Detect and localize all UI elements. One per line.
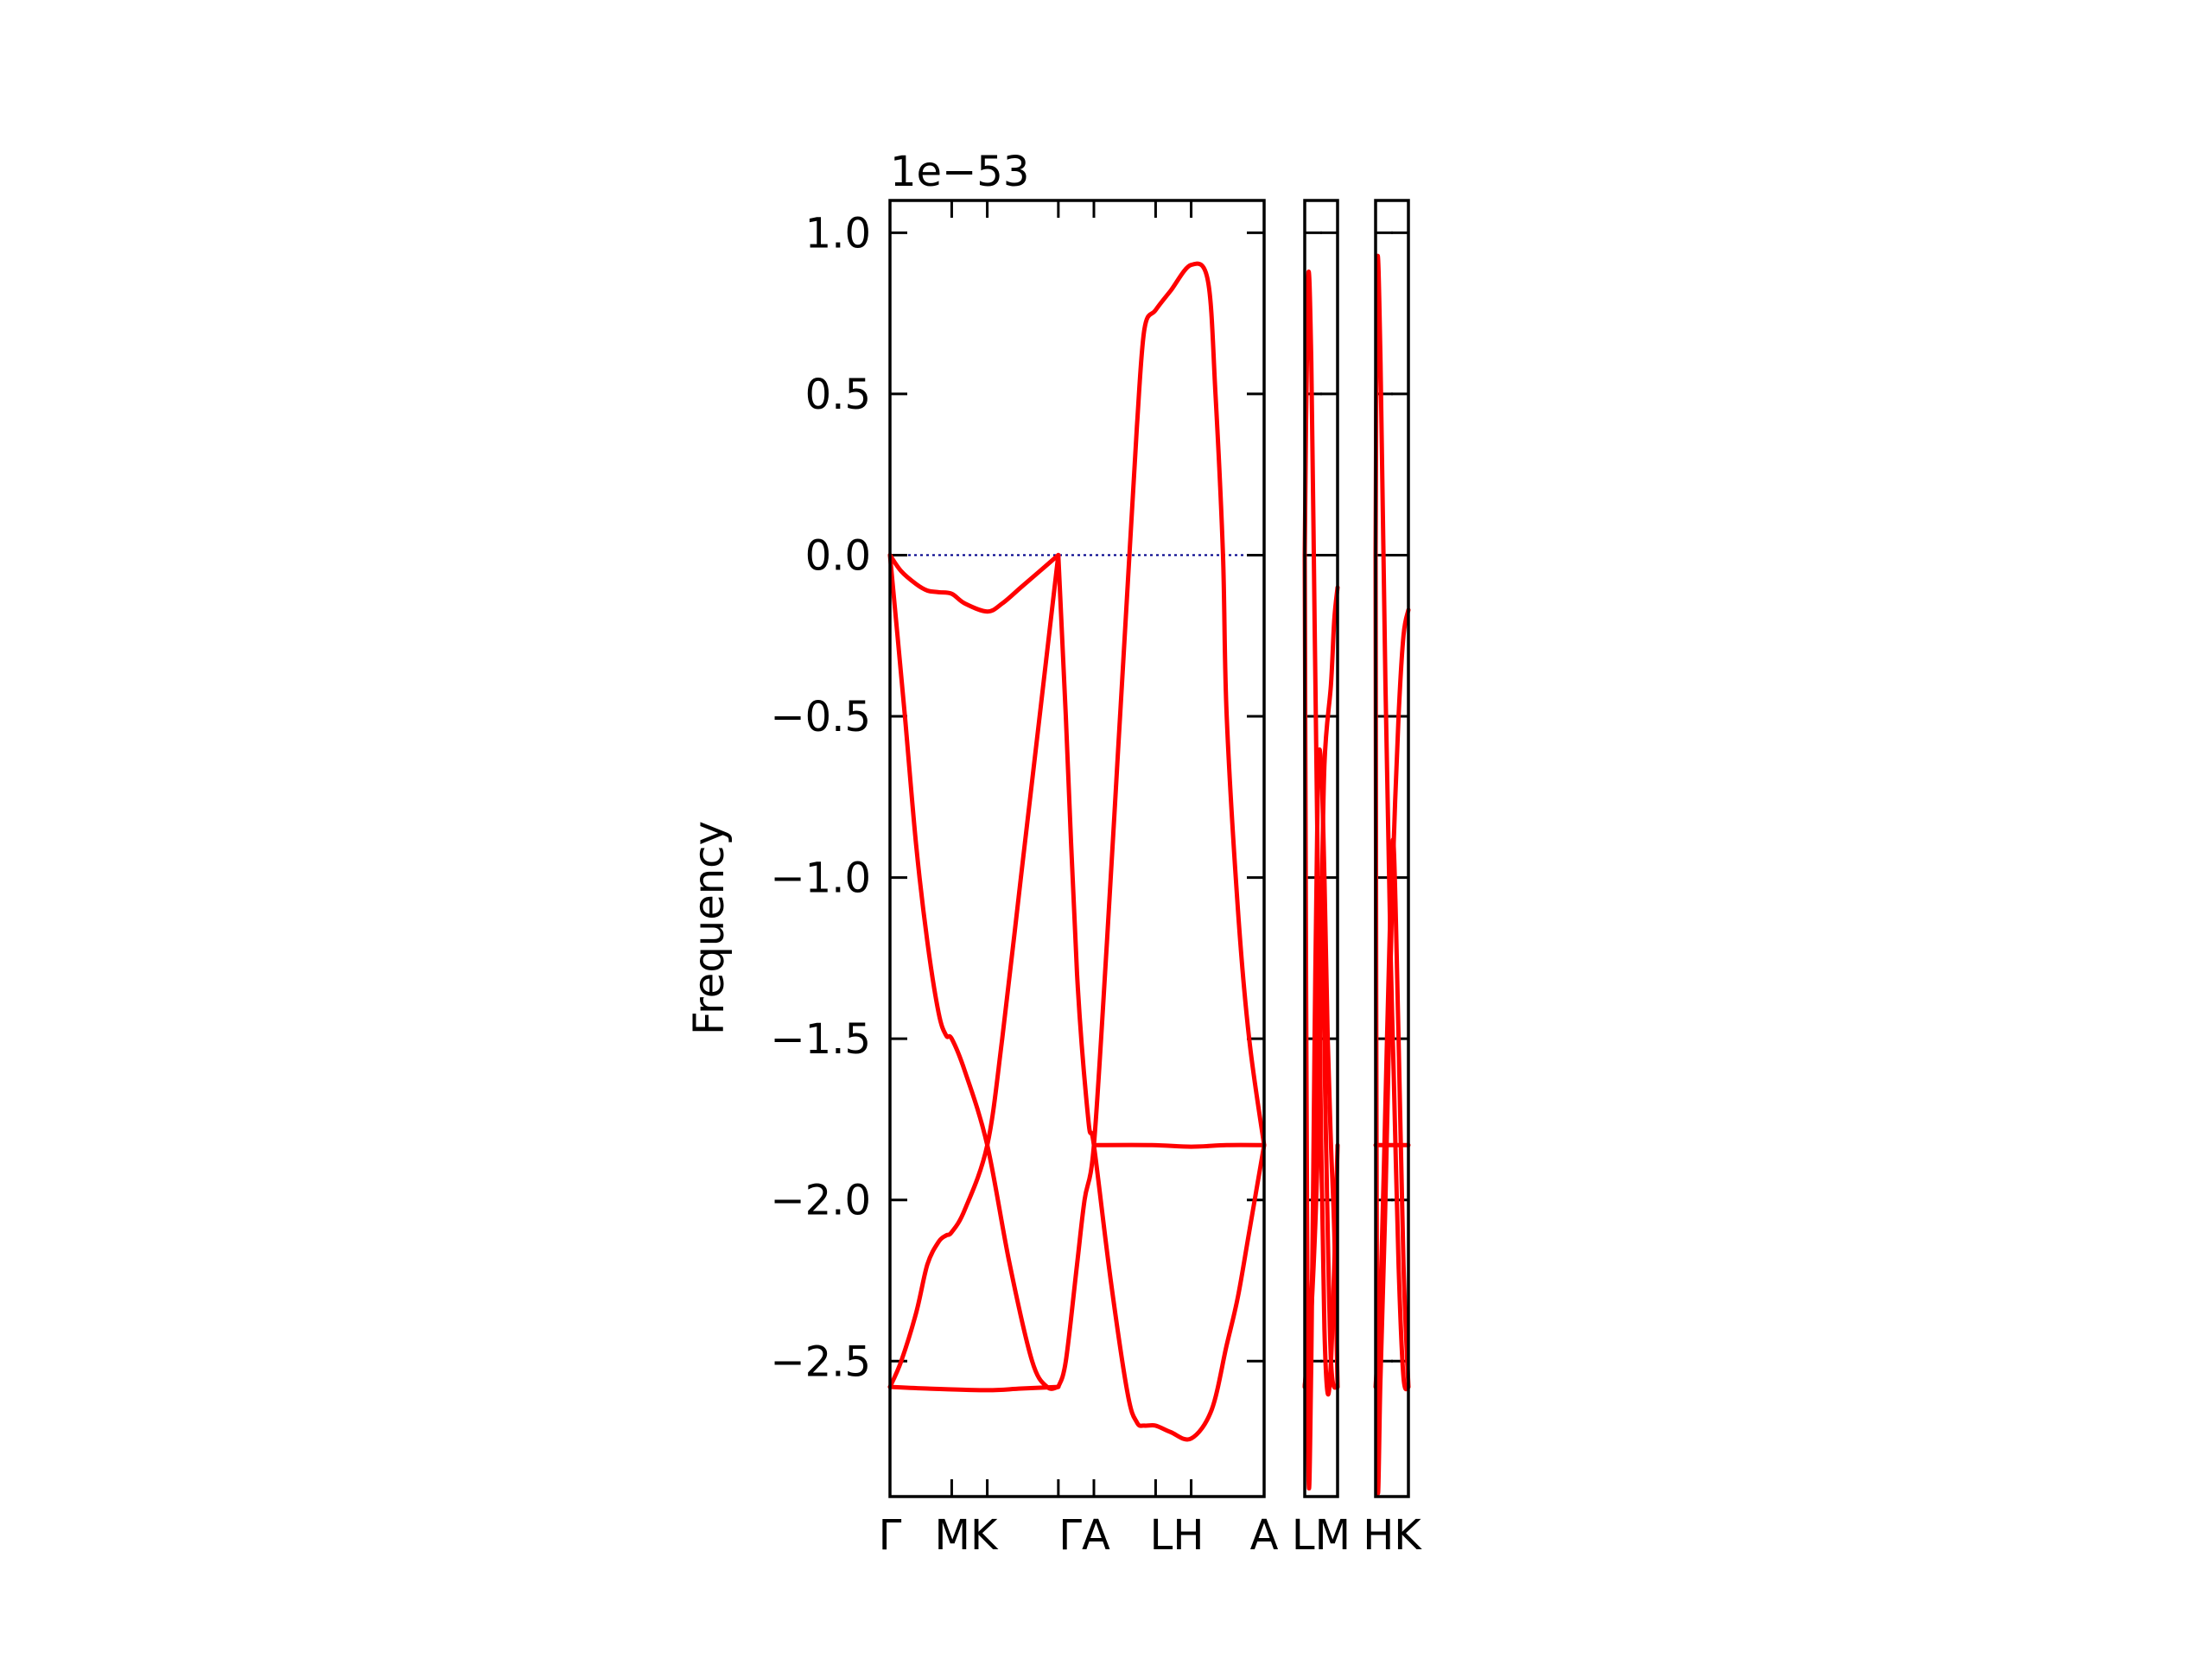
panel-frame	[1374, 199, 1410, 1498]
y-offset-label: 1e−53	[890, 148, 1029, 196]
y-tick-label: −2.5	[770, 1338, 871, 1386]
y-tick-label: −0.5	[770, 693, 871, 741]
band-line	[1056, 261, 1267, 1389]
x-tick-label: ΓA	[1058, 1511, 1110, 1560]
x-tick-label: LH	[1150, 1511, 1205, 1560]
band-line	[887, 552, 1061, 614]
panel-frame	[1303, 199, 1339, 1498]
x-tick-label: A	[1250, 1511, 1279, 1560]
band-line	[887, 1384, 1061, 1393]
band-line	[1091, 1142, 1267, 1149]
x-tick-label: Γ	[879, 1511, 902, 1560]
band-line	[1373, 253, 1411, 1392]
y-tick-label: −2.0	[770, 1177, 871, 1225]
y-tick-label: −1.5	[770, 1015, 871, 1064]
band-line	[1373, 837, 1411, 1389]
panel-frame	[888, 199, 1266, 1498]
y-axis-label: Frequency	[685, 821, 734, 1035]
band-line	[887, 552, 1061, 1391]
y-tick-label: −1.0	[770, 855, 871, 903]
x-tick-label: HK	[1363, 1511, 1422, 1560]
band-line	[887, 552, 1061, 1389]
band-line	[1056, 552, 1267, 1442]
y-tick-label: 1.0	[805, 209, 871, 257]
x-tick-label: MK	[935, 1511, 999, 1560]
x-tick-label: LM	[1292, 1511, 1351, 1560]
y-tick-labels: 1.0 0.5 0.0 −0.5 −1.0 −1.5 −2.0 −2.5	[770, 209, 871, 1386]
panel-l-m	[1302, 199, 1340, 1498]
band-line	[1302, 552, 1340, 1491]
band-line	[1302, 891, 1340, 1390]
y-tick-label: 0.5	[805, 371, 871, 419]
y-tick-label: 0.0	[805, 531, 871, 580]
panel-h-k	[1373, 199, 1411, 1498]
panel-gamma-m-k-gamma-a-l-h-a	[887, 199, 1267, 1498]
